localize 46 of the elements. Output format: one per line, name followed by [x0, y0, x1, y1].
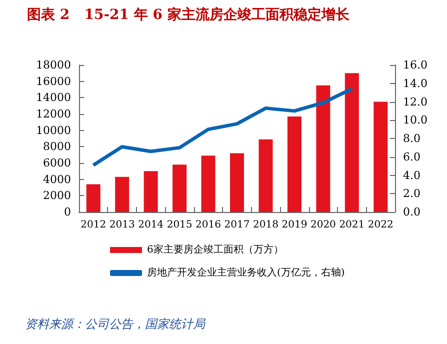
line-series — [92, 87, 354, 167]
x-tick-label: 2018 — [253, 220, 278, 230]
y-tick-label: 8000 — [43, 140, 71, 154]
y2-tick-label: 14.0 — [403, 76, 428, 90]
bar — [144, 171, 158, 212]
y-tick-label: 18000 — [36, 58, 71, 72]
bar — [258, 139, 273, 212]
bar — [230, 153, 244, 212]
x-tick-label: 2022 — [368, 220, 394, 230]
x-tick-label: 2021 — [339, 220, 365, 230]
bar — [86, 184, 100, 212]
bar — [344, 73, 359, 212]
bar — [201, 156, 216, 212]
y-tick-label: 12000 — [36, 108, 71, 120]
bar — [316, 85, 330, 212]
y-tick-label: 6000 — [43, 156, 71, 170]
y2-tick-label: 12.0 — [403, 95, 428, 108]
y2-tick-label: 6.0 — [403, 150, 420, 164]
chart-title: 图表 2 15-21 年 6 家主流房企竣工面积稳定增长 — [27, 6, 350, 23]
y2-tick-label: 2.0 — [403, 187, 420, 200]
x-tick-label: 2013 — [109, 220, 135, 230]
bar — [172, 164, 187, 212]
y2-tick-label: 4.0 — [403, 168, 420, 182]
x-tick-label: 2014 — [138, 220, 164, 230]
y2-tick-label: 10.0 — [403, 114, 428, 127]
bar — [374, 102, 388, 212]
legend-label: 房地产开发企业主营业务收入(万亿元，右轴) — [147, 266, 345, 278]
y-tick-label: 4000 — [43, 172, 71, 186]
legend-label: 6家主要房企竣工面积（万方） — [147, 244, 284, 256]
bar — [115, 176, 130, 212]
x-tick-label: 2012 — [80, 220, 106, 230]
y2-tick-label: 16.0 — [403, 58, 428, 72]
y-tick-label: 2000 — [43, 189, 71, 202]
x-tick-label: 2015 — [166, 220, 192, 230]
x-tick-label: 2017 — [224, 220, 250, 230]
y-tick-label: 0 — [64, 206, 71, 218]
y2-tick-label: 0.0 — [403, 206, 420, 218]
x-tick-label: 2016 — [196, 220, 221, 230]
x-tick-label: 2019 — [282, 220, 308, 230]
y2-tick-label: 8.0 — [403, 132, 420, 145]
text: 资料来源：公司公告，国家统计局 — [25, 317, 206, 331]
y-tick-label: 10000 — [36, 124, 71, 137]
y-tick-label: 16000 — [36, 74, 71, 88]
bar — [287, 116, 302, 212]
y-tick-label: 14000 — [36, 91, 71, 104]
x-tick-label: 2020 — [310, 220, 336, 230]
